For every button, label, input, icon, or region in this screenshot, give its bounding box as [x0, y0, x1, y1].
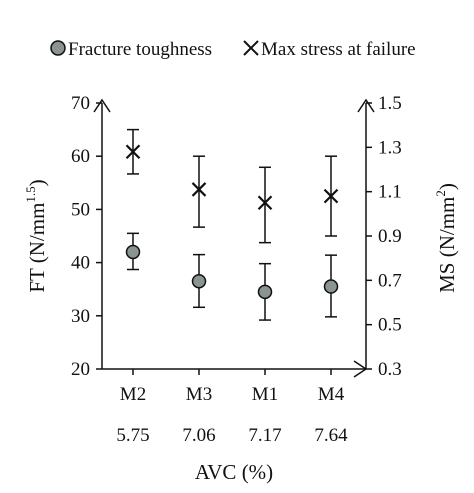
marker-x-stroke [323, 188, 339, 204]
marker-circle [125, 244, 141, 260]
data-point-circle [323, 254, 339, 318]
right-tick-label: 0.5 [378, 315, 402, 336]
left-y-ticks: 20 30 40 50 60 70 [71, 93, 102, 380]
data-point-x [125, 128, 141, 175]
x-avc-value: 5.75 [116, 425, 149, 446]
left-tick-label: 20 [71, 359, 90, 380]
left-y-axis-title: FT (N/mm1.5) [23, 179, 49, 292]
x-ticks: M2 5.75 M3 7.06 M1 7.17 M4 7.64 [116, 369, 348, 446]
right-tick-label: 0.3 [378, 359, 402, 380]
legend: Fracture toughness Max stress at failure [50, 39, 416, 60]
data-point-circle [125, 232, 141, 271]
left-y-axis-title-end: ) [25, 179, 49, 186]
data-point-x [323, 155, 339, 237]
left-tick-label: 40 [71, 253, 90, 274]
x-avc-value: 7.64 [314, 425, 348, 446]
left-y-axis-title-sup: 1.5 [23, 186, 38, 202]
data-point-circle [191, 253, 207, 309]
right-tick-label: 0.9 [378, 226, 402, 247]
legend-label-fracture-toughness: Fracture toughness [68, 39, 212, 60]
right-tick-label: 1.5 [378, 93, 402, 114]
marker-x-stroke [191, 182, 207, 197]
left-tick-label: 50 [71, 199, 90, 220]
x-avc-value: 7.06 [182, 425, 215, 446]
legend-label-max-stress: Max stress at failure [261, 39, 416, 60]
right-y-axis-title-main: MS (N/mm [435, 197, 459, 293]
x-axis-title: AVC (%) [195, 460, 273, 484]
marker-x-stroke [125, 144, 141, 160]
left-y-axis-arrow [93, 98, 111, 113]
data-point-circle [257, 262, 273, 321]
right-y-axis-title-end: ) [435, 183, 459, 190]
series-layer [125, 128, 339, 321]
marker-x-stroke [257, 195, 273, 211]
right-y-axis-title: MS (N/mm2) [433, 183, 459, 293]
left-tick-label: 30 [71, 306, 90, 327]
x-category-label: M2 [120, 384, 146, 405]
legend-marker-fracture-toughness [50, 40, 66, 56]
data-point-x [191, 155, 207, 228]
left-tick-label: 60 [71, 146, 90, 167]
x-avc-value: 7.17 [248, 425, 281, 446]
axes [93, 98, 375, 378]
x-category-label: M3 [186, 384, 212, 405]
right-y-axis-arrow [357, 98, 375, 113]
x-category-label: M4 [318, 384, 345, 405]
marker-circle [323, 279, 339, 294]
right-y-ticks: 0.3 0.5 0.7 0.9 1.1 1.3 1.5 [366, 93, 402, 380]
right-y-axis-title-sup: 2 [433, 190, 448, 197]
right-tick-label: 1.3 [378, 137, 402, 158]
marker-circle [191, 273, 207, 289]
legend-marker-max-stress [243, 40, 259, 56]
x-category-label: M1 [252, 384, 278, 405]
left-tick-label: 70 [71, 93, 90, 114]
right-tick-label: 0.7 [378, 270, 402, 291]
data-point-x [257, 166, 273, 244]
right-tick-label: 1.1 [378, 182, 402, 203]
marker-circle [257, 284, 273, 300]
left-y-axis-title-main: FT (N/mm [25, 203, 49, 293]
